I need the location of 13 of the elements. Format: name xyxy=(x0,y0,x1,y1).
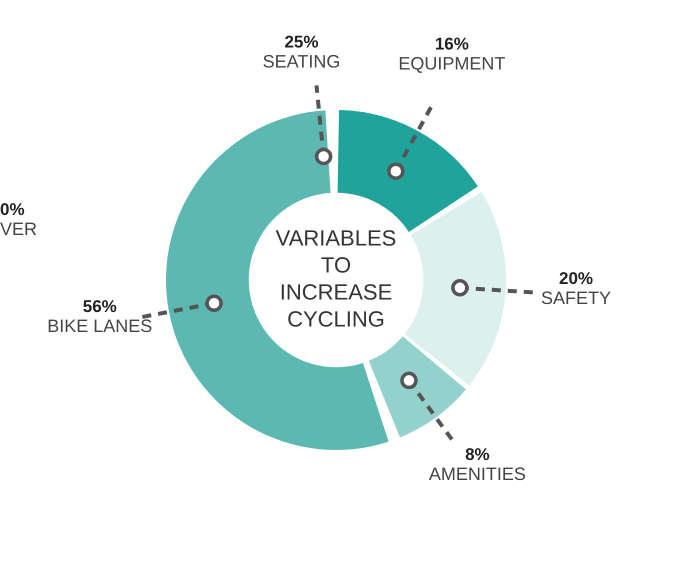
text: 0% xyxy=(0,200,25,219)
slice-label: AMENITIES xyxy=(428,464,526,484)
data-label: 20% xyxy=(559,269,594,288)
text: SEATING xyxy=(262,51,340,72)
slice-label: EQUIPMENT xyxy=(398,53,506,74)
text: VER xyxy=(0,219,38,239)
data-label: 8% xyxy=(465,445,490,464)
data-label: 56% xyxy=(82,296,117,316)
slice-label: SAFETY xyxy=(541,288,612,308)
slice-label: BIKE LANES xyxy=(47,316,152,336)
text: VARIABLES TO INCREASE CYCLING xyxy=(276,226,396,332)
text: 25% xyxy=(284,32,318,52)
data-label: 16% xyxy=(434,34,469,54)
